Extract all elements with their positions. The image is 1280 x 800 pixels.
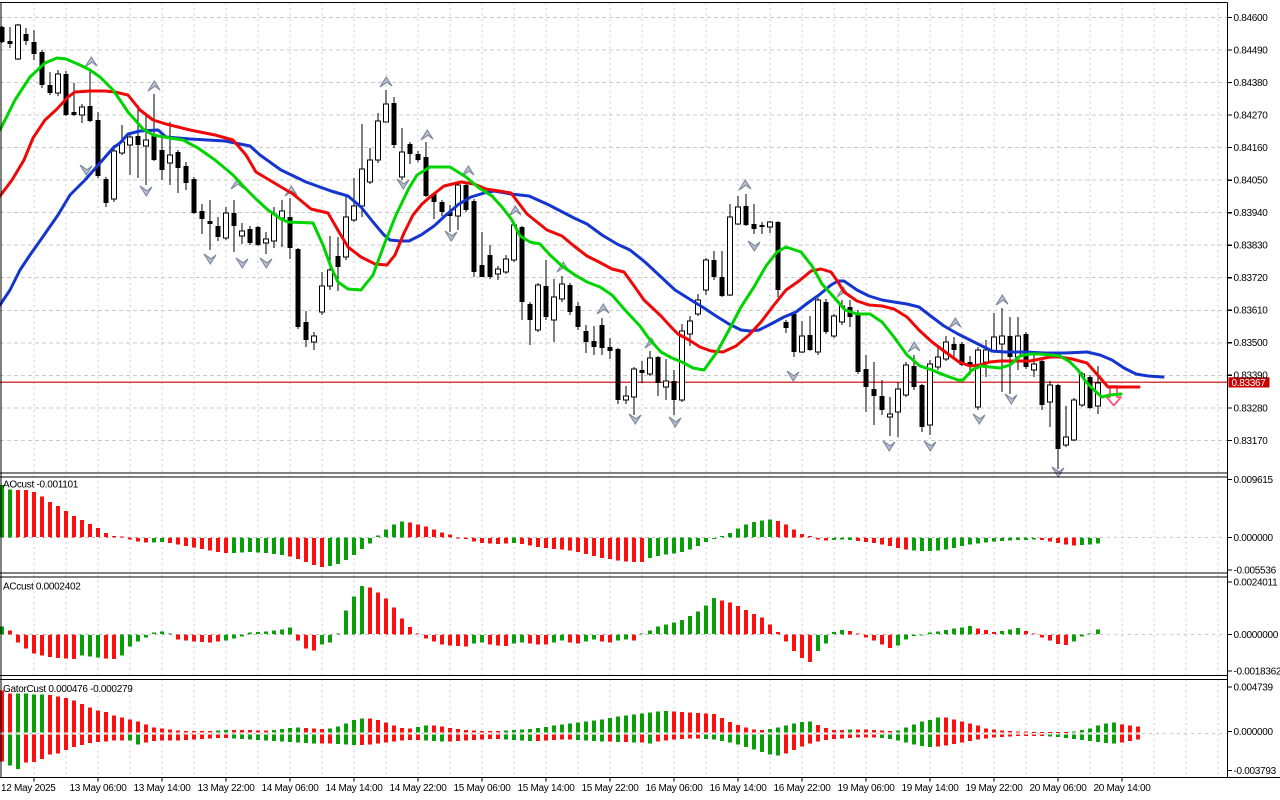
svg-text:0.000000: 0.000000 xyxy=(1234,533,1274,544)
svg-text:0.84050: 0.84050 xyxy=(1234,176,1269,187)
svg-text:-0.0018362: -0.0018362 xyxy=(1234,666,1280,677)
svg-text:19 May 06:00: 19 May 06:00 xyxy=(838,783,896,794)
svg-text:0.83720: 0.83720 xyxy=(1234,273,1269,284)
svg-text:0.84490: 0.84490 xyxy=(1234,45,1269,56)
svg-text:15 May 06:00: 15 May 06:00 xyxy=(454,783,512,794)
svg-text:14 May 22:00: 14 May 22:00 xyxy=(390,783,448,794)
svg-text:AOcust -0.001101: AOcust -0.001101 xyxy=(3,480,79,491)
svg-text:13 May 22:00: 13 May 22:00 xyxy=(198,783,256,794)
svg-text:0.84380: 0.84380 xyxy=(1234,78,1269,89)
svg-text:16 May 22:00: 16 May 22:00 xyxy=(774,783,832,794)
svg-text:0.83830: 0.83830 xyxy=(1234,241,1269,252)
svg-text:0.83500: 0.83500 xyxy=(1234,338,1269,349)
svg-text:0.0024011: 0.0024011 xyxy=(1234,577,1279,588)
svg-text:0.004739: 0.004739 xyxy=(1234,682,1274,693)
svg-text:-0.005536: -0.005536 xyxy=(1234,565,1277,576)
svg-text:19 May 14:00: 19 May 14:00 xyxy=(902,783,960,794)
svg-text:0.0000000: 0.0000000 xyxy=(1234,630,1279,641)
svg-text:0.84600: 0.84600 xyxy=(1234,13,1269,24)
svg-text:16 May 14:00: 16 May 14:00 xyxy=(710,783,768,794)
svg-text:14 May 06:00: 14 May 06:00 xyxy=(262,783,320,794)
svg-text:0.83610: 0.83610 xyxy=(1234,306,1269,317)
svg-text:15 May 22:00: 15 May 22:00 xyxy=(582,783,640,794)
svg-text:0.83367: 0.83367 xyxy=(1232,378,1267,389)
svg-text:13 May 06:00: 13 May 06:00 xyxy=(70,783,128,794)
svg-text:13 May 14:00: 13 May 14:00 xyxy=(134,783,192,794)
svg-text:0.83940: 0.83940 xyxy=(1234,208,1269,219)
svg-text:0.009615: 0.009615 xyxy=(1234,475,1274,486)
svg-text:0.84270: 0.84270 xyxy=(1234,110,1269,121)
svg-text:0.83170: 0.83170 xyxy=(1234,436,1269,447)
svg-text:15 May 14:00: 15 May 14:00 xyxy=(518,783,576,794)
svg-text:20 May 14:00: 20 May 14:00 xyxy=(1094,783,1152,794)
svg-text:0.83280: 0.83280 xyxy=(1234,403,1269,414)
svg-text:16 May 06:00: 16 May 06:00 xyxy=(646,783,704,794)
svg-text:20 May 06:00: 20 May 06:00 xyxy=(1030,783,1088,794)
svg-text:0.83390: 0.83390 xyxy=(1234,371,1269,382)
svg-text:0.000000: 0.000000 xyxy=(1234,727,1274,738)
svg-text:GatorCust 0.000476 -0.000279: GatorCust 0.000476 -0.000279 xyxy=(3,684,133,695)
svg-text:14 May 14:00: 14 May 14:00 xyxy=(326,783,384,794)
svg-text:19 May 22:00: 19 May 22:00 xyxy=(966,783,1024,794)
svg-text:12 May 2025: 12 May 2025 xyxy=(1,783,56,794)
svg-text:ACcust 0.0002402: ACcust 0.0002402 xyxy=(3,582,81,593)
svg-text:0.84160: 0.84160 xyxy=(1234,143,1269,154)
svg-text:-0.003793: -0.003793 xyxy=(1234,766,1277,777)
